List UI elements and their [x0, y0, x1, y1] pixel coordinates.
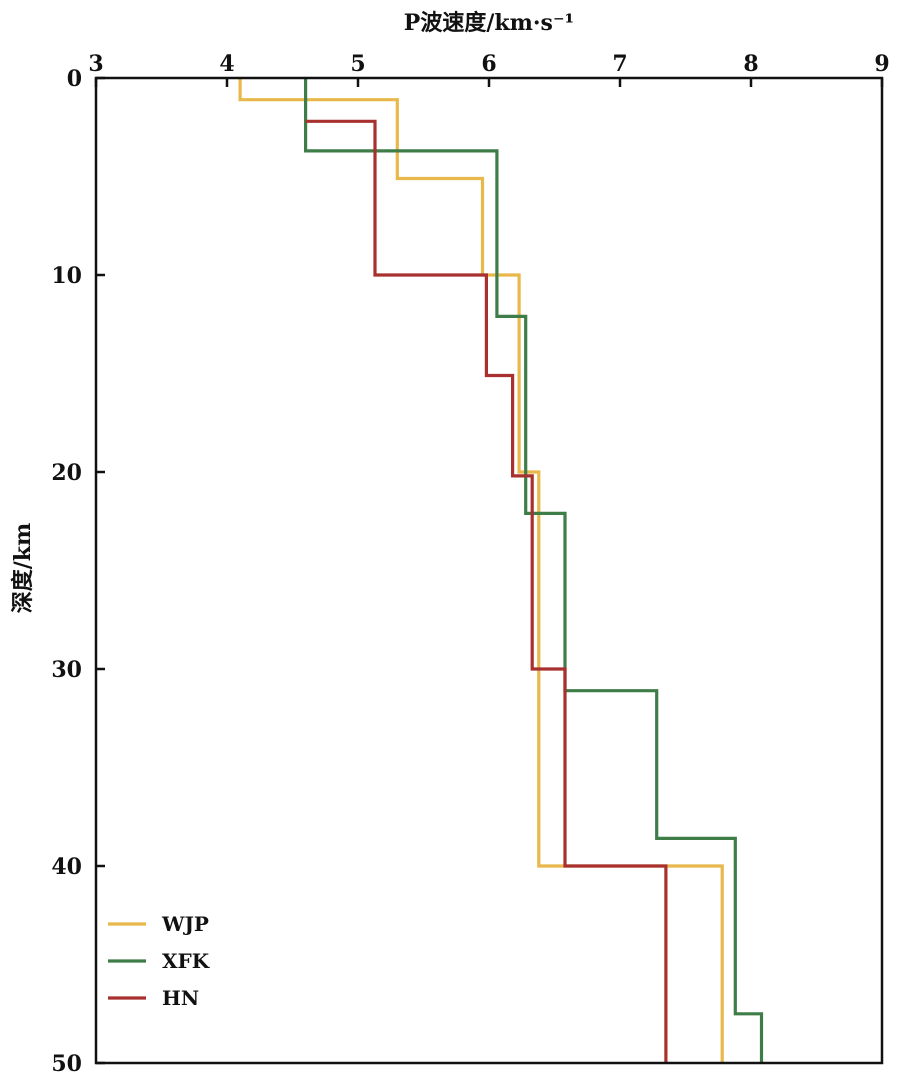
x-axis: 3 4 5 6 7 8 9	[88, 51, 890, 87]
x-tick-label: 4	[219, 51, 234, 77]
series-line-hn	[305, 119, 668, 1063]
legend-label-hn: HN	[162, 986, 199, 1010]
y-tick-label: 30	[51, 657, 82, 683]
y-axis: 0 10 20 30 40 50	[51, 66, 105, 1077]
legend: WJP XFK HN	[108, 912, 210, 1010]
x-tick-label: 6	[481, 51, 496, 77]
x-axis-title: P波速度/km·s⁻¹	[404, 10, 574, 36]
x-tick-label: 7	[612, 51, 627, 77]
series-line-wjp	[238, 78, 724, 1063]
y-axis-title: 深度/km	[10, 523, 36, 614]
legend-label-xfk: XFK	[162, 949, 210, 973]
series-layer	[238, 78, 764, 1063]
x-tick-label: 9	[874, 51, 889, 77]
y-tick-label: 20	[51, 460, 82, 486]
series-line-xfk	[304, 78, 764, 1063]
x-tick-label: 5	[350, 51, 365, 77]
y-tick-label: 10	[51, 263, 82, 289]
x-tick-label: 8	[743, 51, 758, 77]
y-tick-label: 0	[67, 66, 82, 92]
x-tick-label: 3	[88, 51, 103, 77]
legend-label-wjp: WJP	[161, 912, 209, 936]
y-tick-label: 40	[51, 854, 82, 880]
y-tick-label: 50	[51, 1051, 82, 1077]
plot-frame	[94, 76, 884, 1065]
